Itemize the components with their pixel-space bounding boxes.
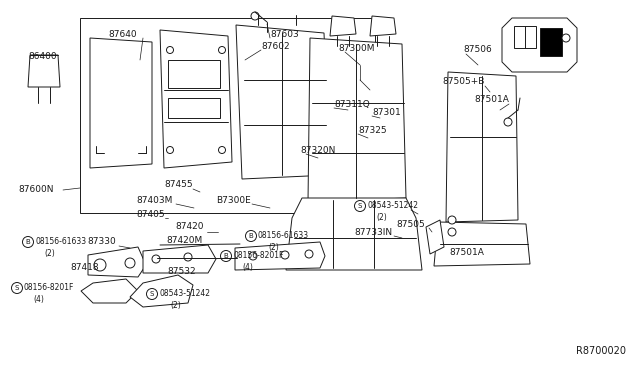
Polygon shape: [28, 55, 60, 87]
Polygon shape: [88, 247, 146, 277]
Text: 86400: 86400: [28, 52, 56, 61]
Bar: [80, 18, 375, 213]
Bar: [168, 60, 220, 88]
Circle shape: [246, 231, 257, 241]
Text: 87330: 87330: [87, 237, 116, 246]
Circle shape: [218, 46, 225, 54]
Text: (4): (4): [242, 263, 253, 272]
Polygon shape: [426, 220, 444, 254]
Text: 08156-8201F: 08156-8201F: [233, 251, 284, 260]
Polygon shape: [434, 222, 530, 266]
Text: 08156-8201F: 08156-8201F: [24, 283, 74, 292]
Polygon shape: [236, 25, 330, 179]
Text: S: S: [150, 291, 154, 297]
Text: 87733IN: 87733IN: [354, 228, 392, 237]
Polygon shape: [330, 16, 356, 36]
Text: B: B: [248, 233, 253, 239]
Text: (2): (2): [44, 249, 55, 258]
Text: S: S: [15, 285, 19, 291]
Text: (2): (2): [268, 243, 279, 252]
Bar: [540, 28, 562, 56]
Circle shape: [218, 147, 225, 154]
Text: 87405: 87405: [136, 210, 164, 219]
Text: 87501A: 87501A: [449, 248, 484, 257]
Circle shape: [305, 250, 313, 258]
Circle shape: [448, 228, 456, 236]
Text: 87418: 87418: [70, 263, 99, 272]
Circle shape: [355, 201, 365, 212]
Circle shape: [147, 289, 157, 299]
Text: B: B: [223, 253, 228, 259]
Polygon shape: [81, 279, 138, 303]
Circle shape: [504, 118, 512, 126]
Polygon shape: [286, 198, 422, 270]
Text: 87506: 87506: [463, 45, 492, 54]
Polygon shape: [235, 242, 325, 270]
Text: 87320N: 87320N: [300, 146, 335, 155]
Text: 08543-51242: 08543-51242: [367, 201, 418, 210]
Circle shape: [125, 258, 135, 268]
Text: 87505+B: 87505+B: [442, 77, 484, 86]
Polygon shape: [308, 38, 406, 202]
Circle shape: [281, 251, 289, 259]
Circle shape: [221, 250, 232, 262]
Text: S: S: [358, 203, 362, 209]
Text: 87301: 87301: [372, 108, 401, 117]
Circle shape: [152, 255, 160, 263]
Circle shape: [184, 253, 192, 261]
Circle shape: [94, 259, 106, 271]
Text: 87532: 87532: [167, 267, 196, 276]
Text: 87300M: 87300M: [338, 44, 374, 53]
Text: 87501A: 87501A: [474, 95, 509, 104]
Circle shape: [12, 282, 22, 294]
Text: 87325: 87325: [358, 126, 387, 135]
Polygon shape: [143, 245, 216, 273]
Polygon shape: [370, 16, 396, 36]
Circle shape: [249, 252, 257, 260]
Text: 08156-61633: 08156-61633: [35, 237, 86, 246]
Text: 87602: 87602: [261, 42, 290, 51]
Text: 87505: 87505: [396, 220, 425, 229]
Circle shape: [166, 46, 173, 54]
Text: (2): (2): [170, 301, 180, 310]
Text: 08543-51242: 08543-51242: [159, 289, 210, 298]
Text: 87403M: 87403M: [136, 196, 172, 205]
Text: B7300E: B7300E: [216, 196, 251, 205]
Text: B: B: [26, 239, 30, 245]
Text: 87603: 87603: [270, 30, 299, 39]
Text: (4): (4): [33, 295, 44, 304]
Text: 87600N: 87600N: [18, 185, 54, 194]
Polygon shape: [130, 275, 193, 307]
Text: 08156-61633: 08156-61633: [258, 231, 309, 240]
Text: (2): (2): [376, 213, 387, 222]
Polygon shape: [160, 30, 232, 168]
Polygon shape: [446, 72, 518, 222]
Bar: [168, 98, 220, 118]
Text: 87311Q: 87311Q: [334, 100, 370, 109]
Circle shape: [562, 34, 570, 42]
Text: R8700020: R8700020: [576, 346, 626, 356]
Text: 87420: 87420: [175, 222, 204, 231]
Bar: [514, 26, 536, 48]
Circle shape: [448, 216, 456, 224]
Circle shape: [166, 147, 173, 154]
Circle shape: [22, 237, 33, 247]
Polygon shape: [502, 18, 577, 72]
Text: 87455: 87455: [164, 180, 193, 189]
Text: 87420M: 87420M: [166, 236, 202, 245]
Polygon shape: [90, 38, 152, 168]
Text: 87640: 87640: [108, 30, 136, 39]
Circle shape: [251, 12, 259, 20]
